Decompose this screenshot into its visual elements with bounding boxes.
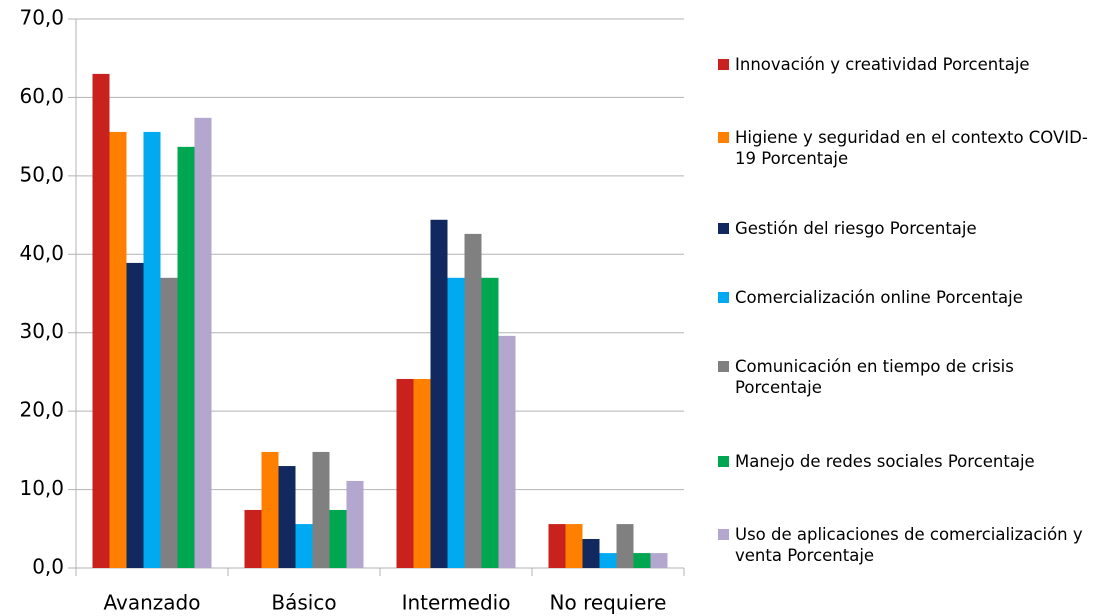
x-tick-label: Intermedio [402,591,511,615]
bar [177,146,195,569]
legend-label: Uso de aplicaciones de comercialización … [735,525,1083,565]
bar [633,553,651,568]
y-tick-label: 60,0 [19,84,64,108]
bar [109,131,127,569]
legend-label: Gestión del riesgo Porcentaje [735,219,977,238]
legend-label: Innovación y creatividad Porcentaje [735,55,1030,74]
bar [329,509,347,568]
legend-label: Comercialización online Porcentaje [735,288,1023,307]
legend-item: Comercialización online Porcentaje [718,287,1088,308]
legend-swatch [718,361,729,372]
bar [481,277,499,568]
legend-label: Manejo de redes sociales Porcentaje [735,452,1035,471]
bar [396,378,414,568]
bar [346,480,364,568]
legend-item: Uso de aplicaciones de comercialización … [718,524,1088,566]
bar [548,524,566,568]
legend-swatch [718,59,729,70]
y-tick-label: 30,0 [19,319,64,343]
x-tick-label: Avanzado [104,591,201,615]
bar [244,509,262,568]
bar [616,524,634,568]
bar [464,233,482,568]
legend-item: Innovación y creatividad Porcentaje [718,54,1088,75]
bar [599,553,617,568]
legend-item: Comunicación en tiempo de crisis Porcent… [718,356,1088,398]
x-tick-label: No requiere [550,591,667,615]
y-tick-label: 40,0 [19,241,64,265]
bar [565,524,583,568]
bar [278,466,296,568]
bar [430,219,448,568]
bar [194,117,212,568]
bar [126,262,144,568]
legend-swatch [718,132,729,143]
bar [312,451,330,568]
x-tick-label: Básico [271,591,336,615]
legend-item: Gestión del riesgo Porcentaje [718,218,1088,239]
bar [498,335,516,568]
bar [261,451,279,568]
y-tick-label: 20,0 [19,398,64,422]
y-tick-label: 0,0 [32,555,64,579]
legend-item: Manejo de redes sociales Porcentaje [718,451,1088,472]
legend-swatch [718,223,729,234]
legend-label: Comunicación en tiempo de crisis Porcent… [735,357,1014,397]
bar [413,378,431,568]
bar [582,538,600,568]
legend-swatch [718,456,729,467]
bar [160,277,178,568]
legend-swatch [718,292,729,303]
bar [92,73,110,569]
y-tick-label: 70,0 [19,6,64,30]
bar [650,553,668,568]
y-tick-label: 50,0 [19,162,64,186]
bar [447,277,465,568]
bar [143,131,161,569]
legend-item: Higiene y seguridad en el contexto COVID… [718,127,1088,169]
legend-swatch [718,529,729,540]
bar [295,524,313,568]
legend-label: Higiene y seguridad en el contexto COVID… [735,128,1088,168]
y-tick-label: 10,0 [19,476,64,500]
